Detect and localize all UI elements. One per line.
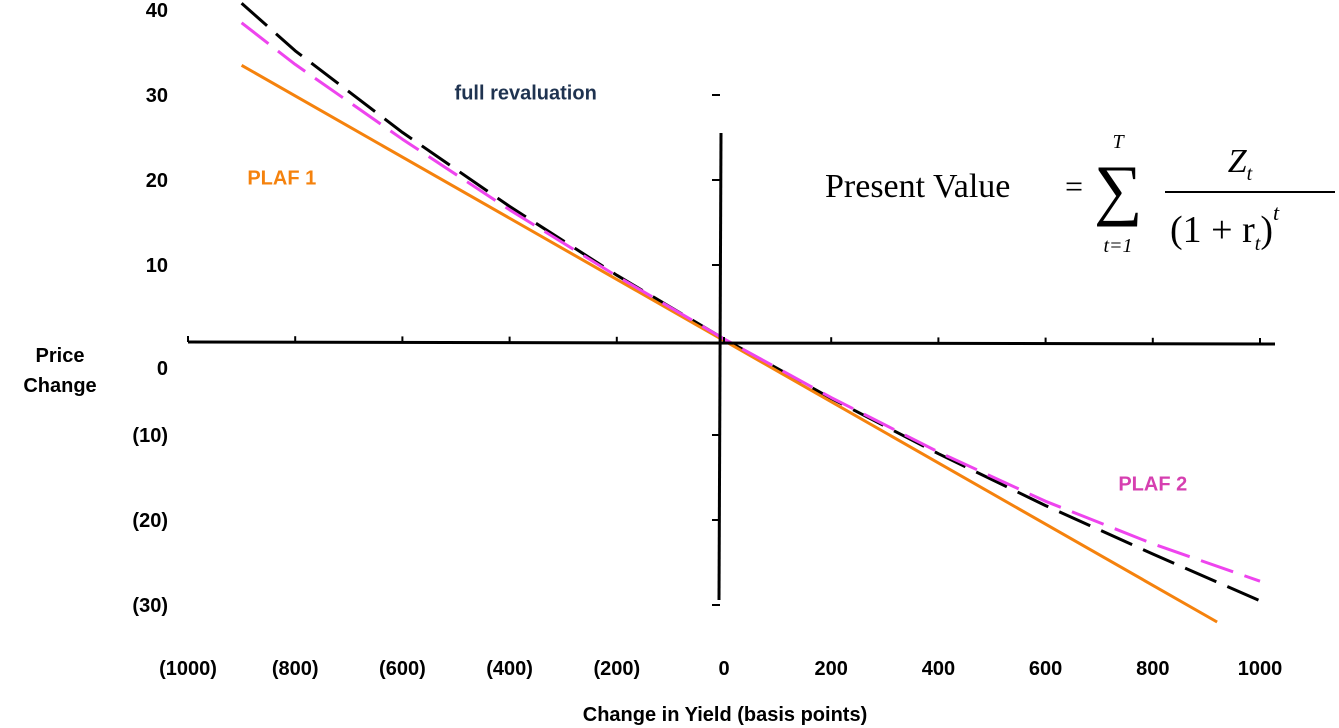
- series-layer: [240, 2, 1261, 624]
- formula-sum-upper: T: [1112, 131, 1125, 153]
- y-axis-line: [717, 132, 723, 601]
- formula-numerator: Zt: [1228, 143, 1253, 185]
- x-tick-label: (1000): [159, 658, 217, 680]
- x-tick-label: (400): [486, 658, 533, 680]
- x-tick-label: 1000: [1238, 658, 1283, 680]
- y-tick-label: 30: [146, 85, 168, 107]
- series-line-full-revaluation: [240, 2, 1261, 603]
- annotation-plaf-2: PLAF 2: [1118, 473, 1187, 495]
- annotation-plaf-1: PLAF 1: [247, 167, 316, 189]
- y-axis-label-line1: Price: [36, 345, 85, 367]
- y-tick-label: 0: [157, 358, 168, 380]
- y-axis-label-line2: Change: [23, 375, 96, 397]
- x-tick-label: 800: [1136, 658, 1169, 680]
- y-tick-label: (10): [132, 425, 168, 447]
- series-line-plaf-2: [240, 21, 1261, 583]
- y-tick-label: 40: [146, 0, 168, 22]
- axes-layer: [187, 132, 1276, 601]
- x-tick-label: (200): [593, 658, 640, 680]
- x-tick-label: (600): [379, 658, 426, 680]
- formula-equals: =: [1065, 168, 1083, 204]
- y-tick-label: (30): [132, 595, 168, 617]
- formula-sum-sign: ∑: [1094, 151, 1142, 227]
- ticks-layer: (1000) (800) (600) (400) (200) 0 200 400 600 800 1…: [132, 0, 1282, 680]
- formula-lhs: Present Value: [825, 168, 1010, 205]
- annotation-full-revaluation: full revaluation: [455, 82, 597, 104]
- y-tick-label: (20): [132, 510, 168, 532]
- x-tick-label: 200: [815, 658, 848, 680]
- formula-sum-lower: t=1: [1103, 235, 1132, 257]
- x-tick-label: (800): [272, 658, 319, 680]
- y-tick-label: 20: [146, 170, 168, 192]
- x-tick-label: 0: [718, 658, 729, 680]
- present-value-formula: Present Value = ∑ T t=1 Zt (1 + rt)t: [825, 131, 1335, 257]
- x-tick-label: 600: [1029, 658, 1062, 680]
- x-axis-line: [187, 340, 1276, 346]
- x-tick-label: 400: [922, 658, 955, 680]
- x-axis-label: Change in Yield (basis points): [583, 704, 867, 726]
- formula-denominator: (1 + rt)t: [1170, 200, 1280, 255]
- y-tick-label: 10: [146, 255, 168, 277]
